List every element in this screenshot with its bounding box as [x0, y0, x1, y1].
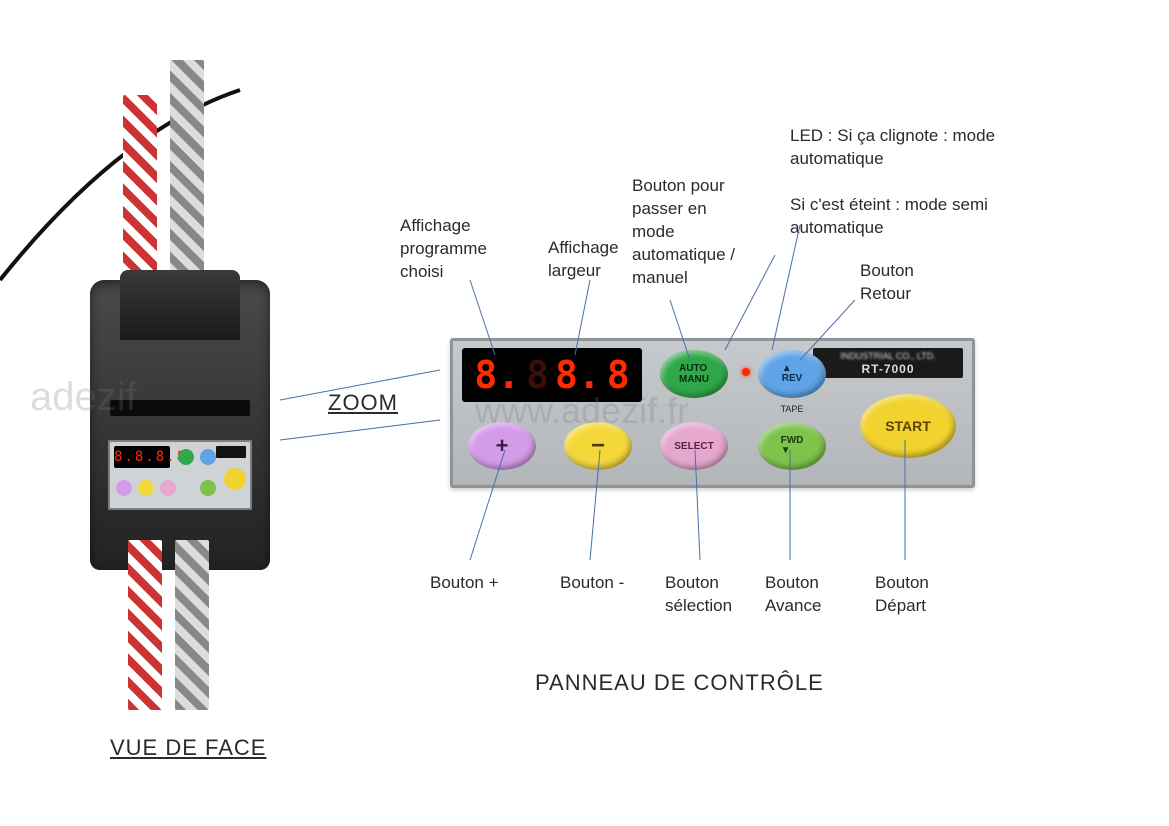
auto-manu-button[interactable]: AUTO MANU [660, 350, 728, 398]
start-button[interactable]: START [860, 394, 956, 458]
tape-out-grey [175, 540, 209, 710]
label-bouton-plus: Bouton + [430, 572, 499, 595]
label-led-info: LED : Si ça clignote : mode automatique … [790, 125, 995, 240]
plus-button[interactable]: + [468, 422, 536, 470]
label-bouton-selection: Bouton sélection [665, 572, 732, 618]
label-affichage-programme: Affichage programme choisi [400, 215, 487, 284]
minus-button[interactable]: − [564, 422, 632, 470]
label-affichage-largeur: Affichage largeur [548, 237, 619, 283]
panneau-controle-heading: PANNEAU DE CONTRÔLE [535, 670, 824, 696]
device-mini-display: 8.8.8.8 [114, 446, 170, 468]
panel-display: 8. 8 8. 8 [462, 348, 642, 402]
device-mini-panel: 8.8.8.8 [108, 440, 252, 510]
tape-roll-grey [170, 60, 204, 285]
label-bouton-retour: Bouton Retour [860, 260, 914, 306]
tape-out-red [128, 540, 162, 710]
fwd-button[interactable]: FWD ▼ [758, 422, 826, 470]
control-panel: 8. 8 8. 8 INDUSTRIAL CO., LTD. RT-7000 T… [450, 338, 975, 488]
select-button[interactable]: SELECT [660, 422, 728, 470]
label-bouton-moins: Bouton - [560, 572, 624, 595]
tape-roll-red [123, 95, 157, 285]
vue-de-face-heading: VUE DE FACE [110, 735, 266, 761]
label-bouton-depart: Bouton Départ [875, 572, 929, 618]
led-indicator [742, 368, 750, 376]
label-bouton-mode: Bouton pour passer en mode automatique /… [632, 175, 735, 290]
zoom-heading: ZOOM [328, 390, 398, 416]
device-front-view: 8.8.8.8 [90, 280, 270, 570]
label-bouton-avance: Bouton Avance [765, 572, 821, 618]
tape-label: TAPE [758, 404, 826, 414]
panel-brand-plate: INDUSTRIAL CO., LTD. RT-7000 [813, 348, 963, 378]
rev-button[interactable]: ▲ REV [758, 350, 826, 398]
